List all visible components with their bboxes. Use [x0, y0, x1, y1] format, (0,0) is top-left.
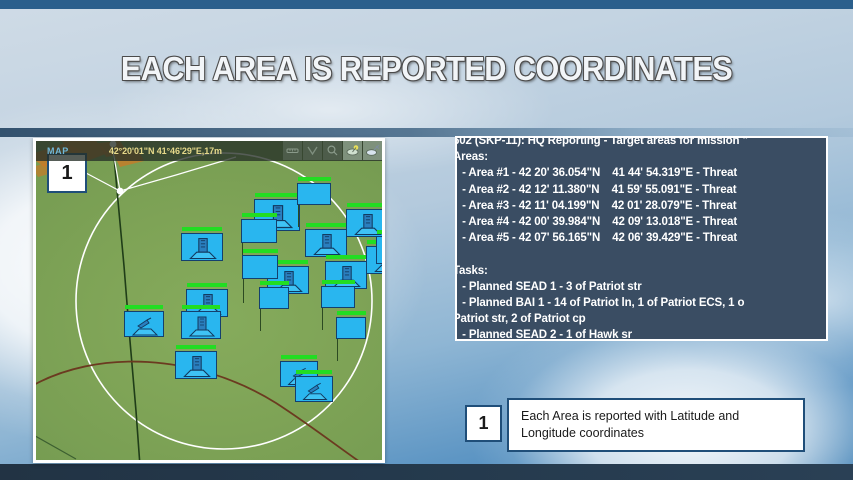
unit-health-bar: [176, 345, 216, 349]
map-unit-radar-unit[interactable]: [295, 370, 333, 402]
map-unit-sam-launcher[interactable]: [175, 345, 217, 379]
hq-report-text: 602 (SKP-11): HQ Reporting - Target area…: [455, 136, 748, 341]
flag-health-bar: [298, 177, 331, 181]
radar-dish-icon[interactable]: [343, 141, 362, 160]
unit-icon-box: [175, 351, 217, 379]
route-icon[interactable]: [303, 141, 322, 160]
map-viewport[interactable]: 1 MAP 42°20'01"N 41°46'29"E,17m: [36, 141, 382, 460]
unit-icon-box: [181, 233, 223, 261]
flag-pole: [243, 279, 244, 303]
map-unit-sam-launcher[interactable]: [376, 230, 382, 264]
map-marker-flag[interactable]: [242, 249, 278, 303]
map-unit-sam-launcher[interactable]: [181, 227, 223, 261]
flag-banner: [259, 287, 289, 309]
flag-banner: [242, 255, 278, 279]
unit-health-bar: [347, 203, 382, 207]
map-unit-radar-unit[interactable]: [124, 305, 164, 337]
flag-banner: [241, 219, 277, 243]
map-marker-flag[interactable]: [259, 281, 289, 331]
map-marker-flag[interactable]: [241, 213, 277, 267]
map-toolbar-label: MAP: [47, 146, 69, 156]
unit-health-bar: [255, 193, 299, 197]
unit-health-bar: [182, 227, 222, 231]
satellite-icon[interactable]: [363, 141, 382, 160]
search-circle-icon[interactable]: [323, 141, 342, 160]
flag-health-bar: [322, 280, 355, 284]
unit-icon-box: [124, 311, 164, 337]
top-accent-band: [0, 0, 853, 9]
map-toolbar: MAP 42°20'01"N 41°46'29"E,17m: [36, 141, 382, 161]
map-marker-flag[interactable]: [321, 280, 355, 330]
map-unit-sam-launcher[interactable]: [346, 203, 382, 237]
unit-health-bar: [326, 255, 366, 259]
unit-health-bar: [306, 223, 346, 227]
unit-icon-box: [181, 311, 221, 339]
unit-icon-box: [305, 229, 347, 257]
flag-health-bar: [337, 311, 366, 315]
unit-health-bar: [125, 305, 163, 309]
map-marker-flag[interactable]: [336, 311, 366, 361]
mid-accent-band: [0, 128, 853, 137]
unit-health-bar: [182, 305, 220, 309]
flag-health-bar: [243, 249, 278, 253]
map-marker-flag[interactable]: [297, 177, 331, 227]
map-panel: 1 MAP 42°20'01"N 41°46'29"E,17m: [33, 138, 385, 463]
page-title: EACH AREA IS REPORTED COORDINATES: [120, 50, 733, 87]
flag-health-bar: [242, 213, 277, 217]
hq-report-panel: 602 (SKP-11): HQ Reporting - Target area…: [455, 136, 828, 341]
map-unit-sam-launcher[interactable]: [305, 223, 347, 257]
unit-health-bar: [187, 283, 227, 287]
bottom-accent-band: [0, 464, 853, 480]
unit-health-bar: [268, 260, 308, 264]
annotation-callout: 1 Each Area is reported with Latitude an…: [465, 398, 805, 452]
unit-health-bar: [367, 240, 382, 244]
flag-pole: [260, 309, 261, 331]
flag-banner: [297, 183, 331, 205]
flag-banner: [321, 286, 355, 308]
unit-icon-box: [376, 236, 382, 264]
flag-health-bar: [260, 281, 289, 285]
flag-banner: [336, 317, 366, 339]
map-units-layer: [36, 141, 382, 460]
road-secondary: [36, 435, 77, 460]
map-unit-sam-launcher[interactable]: [325, 255, 367, 289]
unit-health-bar: [377, 230, 382, 234]
flag-pole: [298, 205, 299, 227]
unit-icon-box: [295, 376, 333, 402]
annotation-number-badge: 1: [465, 405, 502, 442]
annotation-text: Each Area is reported with Latitude and …: [507, 398, 805, 452]
map-coordinates-readout: 42°20'01"N 41°46'29"E,17m: [108, 146, 222, 156]
unit-icon-box: [346, 209, 382, 237]
flag-pole: [322, 308, 323, 330]
road-main: [36, 360, 359, 460]
flag-pole: [337, 339, 338, 361]
map-toolbar-buttons: [282, 141, 382, 161]
unit-icon-box: [325, 261, 367, 289]
unit-health-bar: [296, 370, 332, 374]
map-unit-sam-launcher[interactable]: [181, 305, 221, 339]
ruler-icon[interactable]: [283, 141, 302, 160]
unit-health-bar: [281, 355, 317, 359]
